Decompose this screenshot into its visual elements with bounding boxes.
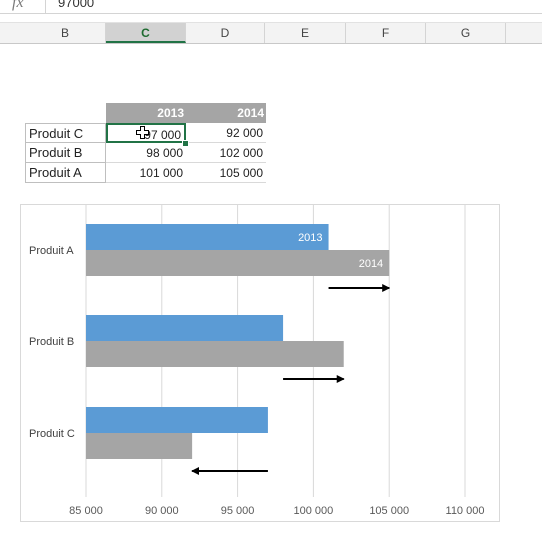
table-cell[interactable]: 101 000 [106,163,186,183]
bar-2014 [86,433,193,459]
column-headers: B C D E F G [0,22,542,44]
table-header-2013[interactable]: 2013 [106,103,186,123]
active-cell[interactable]: 97 000 [106,123,186,143]
chart-plot: Produit A 2013 2014 Produit B Produit C 85 0… [29,205,485,517]
category-label: Produit A [29,245,74,257]
table-cell[interactable]: 105 000 [186,163,266,183]
x-tick-label: 100 000 [294,505,334,517]
x-tick-label: 105 000 [369,505,409,517]
column-header-b[interactable]: B [25,23,106,43]
column-header-e[interactable]: E [265,23,346,43]
x-tick-label: 90 000 [145,505,179,517]
formula-bar: fx 97000 [0,0,542,14]
column-header-c[interactable]: C [106,23,186,43]
bar-chart[interactable]: Produit A 2013 2014 Produit B Produit C 85 0… [20,204,500,522]
formula-bar-separator [45,0,46,13]
x-tick-label: 110 000 [446,505,485,517]
function-icon[interactable]: fx [12,0,24,11]
table-cell[interactable]: 98 000 [106,143,186,163]
data-label: 2014 [359,258,383,270]
table-cell[interactable]: 102 000 [186,143,266,163]
column-header-g[interactable]: G [426,23,506,43]
data-label: 2013 [298,232,322,244]
formula-input[interactable]: 97000 [58,0,95,10]
table-header-2014[interactable]: 2014 [186,103,266,123]
x-tick-label: 85 000 [69,505,103,517]
table-cell[interactable]: 92 000 [186,123,266,143]
fill-handle[interactable] [182,140,189,147]
table-row-label[interactable]: Produit A [25,163,106,183]
column-header-d[interactable]: D [186,23,265,43]
bar-2014 [86,250,390,276]
column-header-f[interactable]: F [346,23,426,43]
cell-select-cursor-icon [136,126,149,139]
table-row-label[interactable]: Produit C [25,123,106,143]
category-label: Produit B [29,336,74,348]
x-tick-label: 95 000 [221,505,255,517]
bar-2014 [86,341,344,367]
bar-2013 [86,315,284,341]
bar-2013 [86,224,329,250]
category-label: Produit C [29,428,75,440]
table-row-label[interactable]: Produit B [25,143,106,163]
bar-2013 [86,407,268,433]
